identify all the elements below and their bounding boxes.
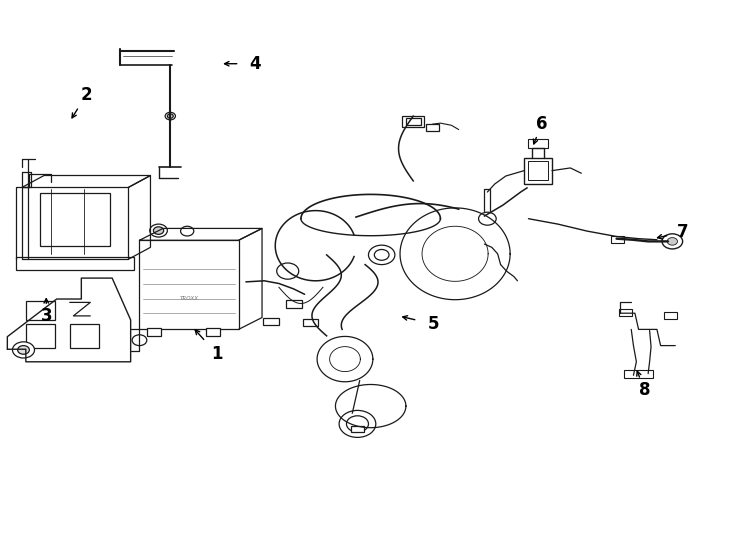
Circle shape bbox=[339, 410, 376, 437]
Text: 4: 4 bbox=[250, 55, 261, 73]
Bar bbox=[524, 158, 552, 184]
Circle shape bbox=[18, 346, 29, 354]
Bar bbox=[263, 318, 279, 325]
Text: 5: 5 bbox=[427, 315, 439, 333]
Circle shape bbox=[181, 226, 194, 236]
Bar bbox=[611, 236, 624, 243]
Bar bbox=[664, 312, 677, 319]
Text: TROXX: TROXX bbox=[180, 296, 198, 301]
Bar bbox=[206, 328, 220, 336]
Bar bbox=[147, 328, 161, 336]
Bar bbox=[16, 256, 134, 270]
Bar bbox=[351, 426, 364, 432]
Text: 8: 8 bbox=[639, 381, 650, 399]
Bar bbox=[426, 124, 439, 131]
Circle shape bbox=[277, 263, 299, 279]
Text: 1: 1 bbox=[211, 345, 222, 363]
Bar bbox=[528, 161, 548, 180]
Bar bbox=[406, 118, 421, 125]
Bar bbox=[619, 309, 632, 316]
Bar bbox=[70, 324, 99, 348]
Circle shape bbox=[368, 245, 395, 265]
Bar bbox=[286, 300, 302, 308]
Bar bbox=[26, 324, 55, 348]
Bar bbox=[528, 139, 548, 148]
Circle shape bbox=[165, 112, 175, 120]
Bar bbox=[402, 116, 424, 127]
Text: 3: 3 bbox=[40, 307, 52, 325]
Bar bbox=[40, 192, 110, 246]
Bar bbox=[26, 301, 55, 320]
Circle shape bbox=[153, 227, 164, 234]
Text: 7: 7 bbox=[677, 223, 688, 241]
Text: 2: 2 bbox=[81, 85, 92, 104]
Circle shape bbox=[662, 234, 683, 249]
Circle shape bbox=[667, 238, 677, 245]
Circle shape bbox=[132, 335, 147, 346]
Bar bbox=[624, 370, 653, 378]
Bar bbox=[139, 240, 239, 329]
Circle shape bbox=[167, 114, 173, 118]
Bar bbox=[303, 319, 318, 326]
Text: 6: 6 bbox=[536, 115, 548, 133]
Circle shape bbox=[150, 224, 167, 237]
Circle shape bbox=[479, 212, 496, 225]
Circle shape bbox=[12, 342, 34, 358]
